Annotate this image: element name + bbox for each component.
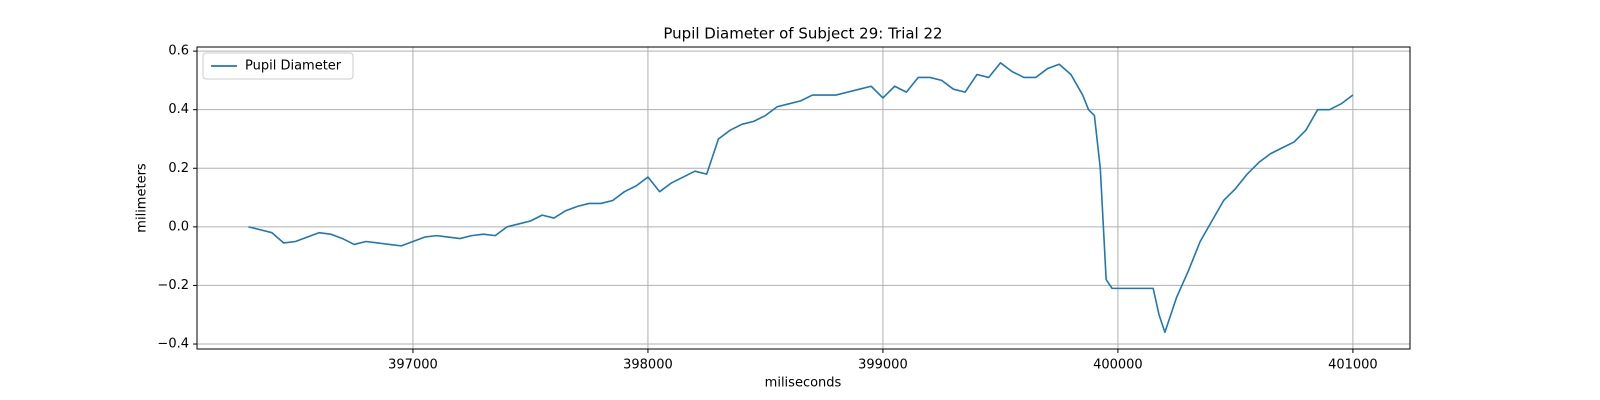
y-tick-label: 0.0 [168,219,189,234]
x-tick-label: 398000 [623,358,673,373]
x-tick-label: 399000 [858,358,908,373]
y-tick-label: −0.4 [157,337,189,352]
y-axis-label: milimeters [135,163,150,233]
chart-title: Pupil Diameter of Subject 29: Trial 22 [663,25,942,43]
plot-frame [196,46,1411,350]
x-tick-label: 400000 [1093,358,1143,373]
y-tick-label: −0.2 [157,278,189,293]
y-tick-label: 0.4 [168,102,189,117]
data-line [248,62,1354,334]
legend-label: Pupil Diameter [245,59,342,74]
x-tick-label: 401000 [1328,358,1378,373]
legend-box [202,52,354,80]
y-tick-label: 0.2 [168,161,189,176]
y-tick-label: 0.6 [168,44,189,59]
x-tick-label: 397000 [388,358,438,373]
x-axis-label: miliseconds [765,376,842,391]
